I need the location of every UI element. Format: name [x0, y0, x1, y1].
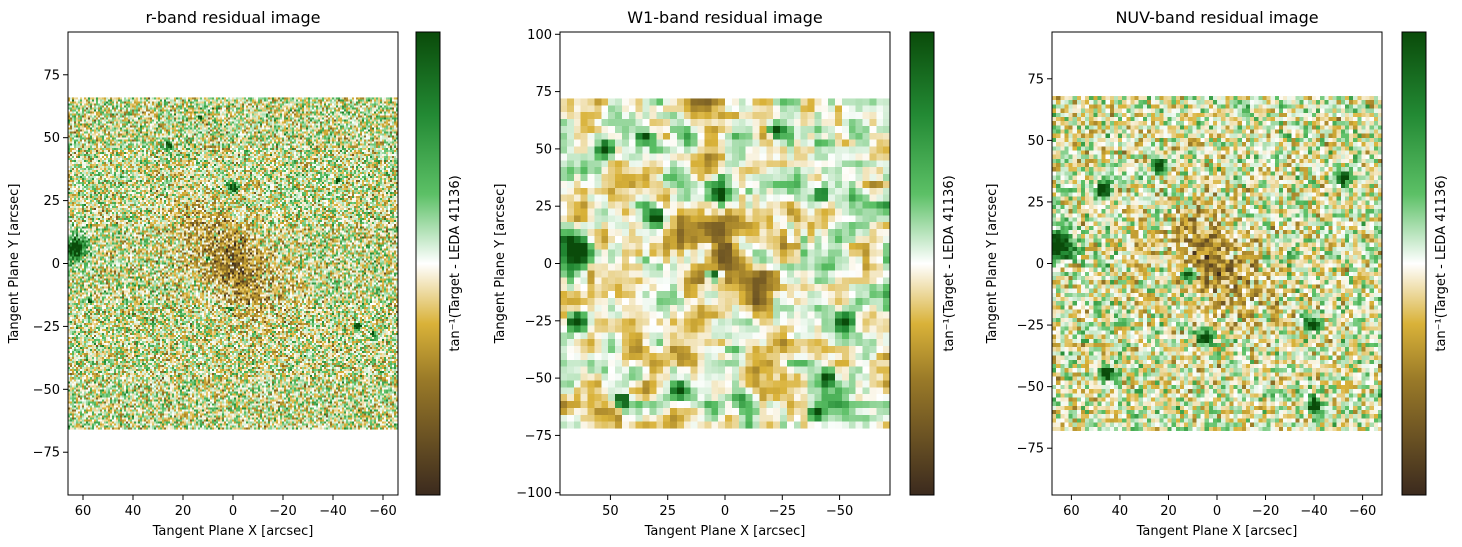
y-tick-label: −75 [33, 446, 60, 461]
y-tick-label: 0 [544, 257, 552, 272]
x-axis-label: Tangent Plane X [arcsec] [644, 524, 806, 539]
colorbar-label: tan⁻¹(Target - LEDA 41136) [1434, 175, 1449, 351]
y-tick-label: −25 [525, 314, 552, 329]
x-tick-label: −20 [269, 504, 296, 519]
x-tick-label: 60 [1063, 504, 1080, 519]
y-tick-label: 50 [535, 142, 552, 157]
chart-title: NUV-band residual image [1115, 8, 1318, 27]
x-tick-label: 25 [659, 504, 676, 519]
y-tick-label: 75 [535, 85, 552, 100]
x-tick-label: 0 [721, 504, 729, 519]
x-tick-label: 0 [1213, 504, 1221, 519]
panel-3: NUV-band residual image 60 40 20 0 −20 −40 −60 −… [985, 8, 1449, 539]
y-axis-label: Tangent Plane Y [arcsec] [7, 184, 22, 345]
x-tick-label: −50 [826, 504, 853, 519]
panel-2: W1-band residual image 50 25 0 −25 −50 −100 −75… [493, 8, 957, 539]
colorbar [1401, 31, 1427, 496]
y-tick-label: 75 [43, 68, 60, 83]
y-tick-label: 25 [1027, 195, 1044, 210]
residual-image-3 [1052, 96, 1382, 431]
x-tick-label: 60 [75, 504, 92, 519]
x-tick-label: 20 [175, 504, 192, 519]
x-tick-label: −60 [369, 504, 396, 519]
y-tick-label: 50 [43, 131, 60, 146]
y-tick-label: −50 [525, 372, 552, 387]
x-tick-label: 40 [1112, 504, 1129, 519]
x-tick-label: 20 [1160, 504, 1177, 519]
y-tick-label: −50 [33, 383, 60, 398]
colorbar-label: tan⁻¹(Target - LEDA 41136) [942, 175, 957, 351]
x-tick-label: 40 [125, 504, 142, 519]
x-tick-label: −20 [1252, 504, 1279, 519]
y-tick-label: 25 [535, 200, 552, 215]
colorbar [909, 31, 935, 496]
y-tick-label: −75 [525, 429, 552, 444]
x-tick-label: −25 [769, 504, 796, 519]
y-tick-label: −100 [516, 486, 552, 501]
x-axis-label: Tangent Plane X [arcsec] [152, 524, 314, 539]
y-tick-label: −25 [1017, 319, 1044, 334]
chart-title: r-band residual image [146, 8, 321, 27]
colorbar-label: tan⁻¹(Target - LEDA 41136) [448, 175, 463, 351]
x-tick-label: −40 [319, 504, 346, 519]
x-tick-label: 50 [602, 504, 619, 519]
residual-image-2 [560, 98, 890, 429]
x-tick-label: −40 [1300, 504, 1327, 519]
panel-1: r-band residual image 60 40 20 0 −20 −40 −60 −75… [7, 8, 463, 539]
y-tick-label: −25 [33, 320, 60, 335]
x-tick-label: 0 [229, 504, 237, 519]
y-axis-label: Tangent Plane Y [arcsec] [493, 184, 508, 345]
chart-title: W1-band residual image [627, 8, 822, 27]
residual-image-1 [68, 97, 398, 430]
y-tick-label: 75 [1027, 72, 1044, 87]
y-tick-label: −50 [1017, 380, 1044, 395]
x-tick-label: −60 [1349, 504, 1376, 519]
y-tick-label: −75 [1017, 442, 1044, 457]
y-tick-label: 50 [1027, 134, 1044, 149]
y-tick-label: 0 [1036, 257, 1044, 272]
y-tick-label: 0 [52, 257, 60, 272]
colorbar [415, 31, 441, 496]
x-axis-label: Tangent Plane X [arcsec] [1136, 524, 1298, 539]
y-axis-label: Tangent Plane Y [arcsec] [985, 184, 1000, 345]
y-tick-label: 100 [527, 28, 552, 43]
y-tick-label: 25 [43, 194, 60, 209]
